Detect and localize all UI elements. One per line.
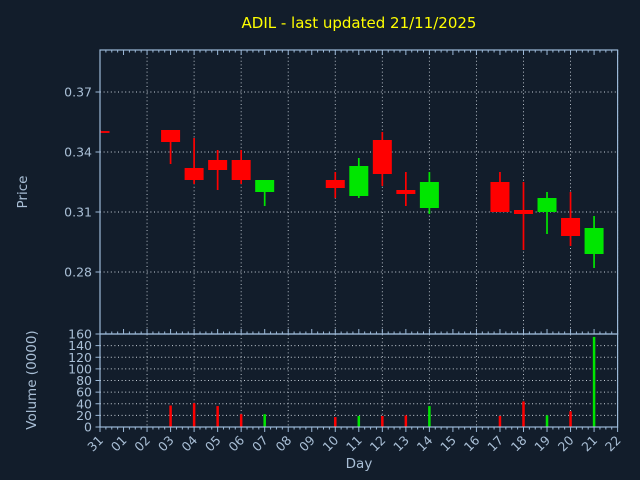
svg-text:0.34: 0.34 <box>64 145 92 160</box>
volume-bar-day-21 <box>592 336 596 427</box>
volume-bar-day-18 <box>522 401 525 427</box>
volume-bar-day-06 <box>239 414 243 427</box>
candle-day-18 <box>513 182 533 250</box>
svg-text:60: 60 <box>76 385 92 400</box>
volume-bar-day-10 <box>334 417 337 427</box>
candle-day-21 <box>584 216 604 268</box>
volume-bar-day-05 <box>216 406 219 427</box>
svg-text:100: 100 <box>68 361 92 376</box>
volume-bars <box>169 336 596 427</box>
volume-bar-day-12 <box>381 415 384 427</box>
price-axis-label: Price <box>15 176 31 209</box>
candle-day-13 <box>396 172 416 206</box>
candle-day-10 <box>325 172 345 198</box>
candle-day-04 <box>184 138 204 184</box>
candle-day-11 <box>349 158 369 198</box>
candle-day-14 <box>419 172 439 214</box>
chart-title: ADIL - last updated 21/11/2025 <box>242 14 477 32</box>
candle-day-12 <box>372 132 392 186</box>
candle-day-19 <box>537 192 557 234</box>
volume-bar-day-17 <box>498 415 502 427</box>
volume-bar-day-14 <box>428 406 431 427</box>
svg-text:0.31: 0.31 <box>64 205 92 220</box>
svg-text:0: 0 <box>84 420 92 435</box>
candle-day-05 <box>208 150 228 190</box>
candle-day-06 <box>231 150 251 184</box>
candle-day-03 <box>161 130 181 164</box>
candle-day-20 <box>561 192 581 246</box>
svg-text:120: 120 <box>68 350 92 365</box>
volume-bar-day-03 <box>169 405 172 427</box>
svg-text:40: 40 <box>76 396 92 411</box>
candles <box>100 130 604 268</box>
candle-day-31 <box>100 130 110 133</box>
svg-text:0.37: 0.37 <box>64 85 92 100</box>
volume-bar-day-20 <box>569 411 572 427</box>
x-axis-label: Day <box>346 456 373 472</box>
svg-text:80: 80 <box>76 373 92 388</box>
svg-text:140: 140 <box>68 338 92 353</box>
tick-marks <box>95 50 619 432</box>
volume-bar-day-19 <box>545 415 549 427</box>
svg-text:160: 160 <box>68 327 92 342</box>
candle-day-17 <box>490 172 510 212</box>
volume-bar-day-11 <box>357 415 361 427</box>
volume-axis-label: Volume (0000) <box>24 330 40 429</box>
volume-bar-day-07 <box>263 414 266 427</box>
volume-bar-day-13 <box>404 415 408 427</box>
candle-day-07 <box>255 180 275 206</box>
svg-text:20: 20 <box>76 408 92 423</box>
svg-text:0.28: 0.28 <box>64 265 92 280</box>
volume-bar-day-04 <box>192 403 196 427</box>
